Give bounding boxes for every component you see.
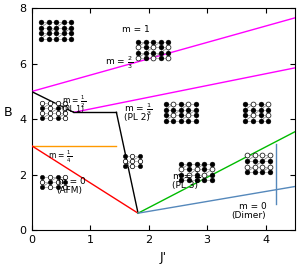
Text: (PL 3): (PL 3) xyxy=(172,181,198,191)
Text: m = $\frac{1}{3}$: m = $\frac{1}{3}$ xyxy=(124,101,152,118)
Text: m = $\frac{1}{4}$: m = $\frac{1}{4}$ xyxy=(48,149,72,165)
Text: (AFM): (AFM) xyxy=(56,186,82,195)
Text: m = 0: m = 0 xyxy=(58,177,86,186)
Text: m = 0: m = 0 xyxy=(239,202,267,211)
Text: m = $\frac{2}{3}$: m = $\frac{2}{3}$ xyxy=(105,54,133,71)
Text: m = 1: m = 1 xyxy=(122,24,150,34)
Text: (PL 2): (PL 2) xyxy=(124,113,150,122)
Y-axis label: B: B xyxy=(4,106,13,119)
Text: m = $\frac{1}{2}$: m = $\frac{1}{2}$ xyxy=(62,94,86,110)
Text: (PL 1): (PL 1) xyxy=(62,105,84,114)
X-axis label: J': J' xyxy=(160,251,167,264)
Text: m = $\frac{1}{6}$: m = $\frac{1}{6}$ xyxy=(172,169,200,186)
Text: (Dimer): (Dimer) xyxy=(232,211,266,221)
